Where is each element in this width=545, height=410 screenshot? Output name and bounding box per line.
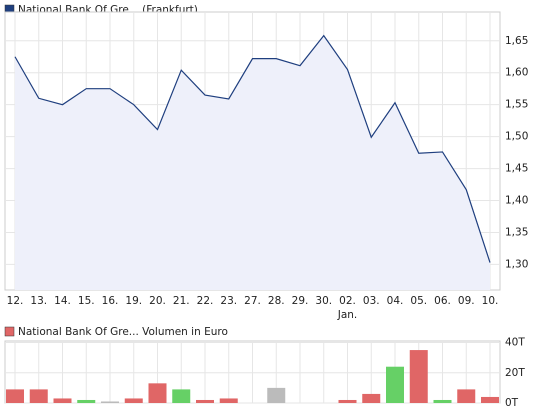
bar: [362, 393, 381, 403]
x-tick-label: 23.: [220, 295, 237, 307]
bar: [267, 387, 286, 403]
x-tick-label: 28.: [268, 295, 285, 307]
y-tick-label: 1,45: [505, 163, 528, 175]
bar: [481, 396, 499, 403]
x-tick-label: 02.: [339, 295, 356, 307]
y-tick-label: 1,40: [505, 195, 528, 207]
area: [15, 35, 490, 290]
x-tick-label: 19.: [125, 295, 142, 307]
x-tick-label: 16.: [102, 295, 119, 307]
x-tick-label: 10.: [482, 295, 499, 307]
x-tick-label: 30.: [315, 295, 332, 307]
line: [14, 34, 491, 263]
bar: [386, 366, 404, 403]
y-tick-label: 40T: [505, 337, 525, 349]
x-tick-label: 03.: [363, 295, 380, 307]
y-tick-label: 20T: [505, 367, 525, 379]
x-tick-label: 29.: [292, 295, 309, 307]
x-tick-label: 05.: [410, 295, 427, 307]
y-tick-label: 0T: [505, 397, 519, 409]
bar: [148, 383, 167, 403]
y-tick-label: 1,35: [505, 226, 528, 238]
bar: [338, 399, 357, 403]
x-tick-label: 14.: [54, 295, 71, 307]
bar: [124, 398, 143, 403]
bar: [6, 389, 24, 403]
y-tick-label: 1,55: [505, 99, 528, 111]
bar: [172, 389, 191, 403]
bar: [53, 398, 72, 403]
bar: [101, 401, 119, 403]
x-tick-label: 04.: [387, 295, 404, 307]
bar: [457, 389, 476, 403]
y-tick-label: 1,65: [505, 35, 528, 47]
bar: [196, 399, 214, 403]
bar: [219, 398, 238, 403]
month-label: Jan.: [337, 309, 358, 321]
x-tick-label: 09.: [458, 295, 475, 307]
bar: [409, 350, 428, 403]
y-tick-label: 1,30: [505, 258, 528, 270]
x-tick-label: 20.: [149, 295, 166, 307]
bar: [433, 399, 452, 403]
y-tick-label: 1,60: [505, 67, 528, 79]
bar: [77, 399, 96, 403]
x-tick-label: 12.: [7, 295, 24, 307]
bar: [29, 389, 48, 403]
x-tick-label: 21.: [173, 295, 190, 307]
legend-label: National Bank Of Gre... Volumen in Euro: [18, 326, 228, 338]
legend-swatch: [4, 326, 15, 337]
x-tick-label: 27.: [244, 295, 261, 307]
y-tick-label: 1,50: [505, 131, 528, 143]
x-tick-label: 13.: [30, 295, 47, 307]
x-tick-label: 15.: [78, 295, 95, 307]
x-tick-label: 06.: [434, 295, 451, 307]
x-tick-label: 22.: [197, 295, 214, 307]
